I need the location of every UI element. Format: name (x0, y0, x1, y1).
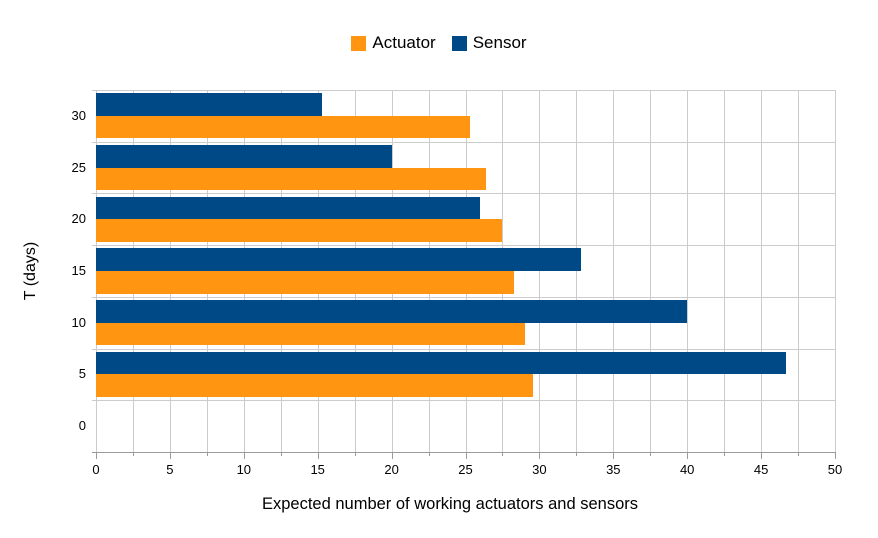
x-major-tick (169, 452, 171, 459)
bar-sensor-25 (96, 144, 392, 168)
x-minor-tick (650, 452, 652, 456)
x-tick-label: 10 (236, 462, 252, 477)
x-axis-line (92, 452, 836, 453)
x-minor-tick (798, 452, 800, 456)
vertical-gridline (650, 90, 652, 452)
vertical-gridline (761, 90, 763, 452)
horizontal-gridline (92, 193, 836, 195)
vertical-gridline (687, 90, 689, 452)
x-major-tick (613, 452, 615, 459)
x-major-tick (687, 452, 689, 459)
bar-sensor-30 (96, 93, 323, 116)
plot-area: 30 25 20 15 10 5 0 0 5 10 15 20 25 30 35 40 45 50 (72, 90, 842, 477)
x-major-tick (243, 452, 245, 459)
horizontal-gridline (92, 245, 836, 247)
x-tick-label: 0 (92, 462, 100, 477)
x-tick-label: 45 (753, 462, 769, 477)
x-tick-label: 15 (310, 462, 325, 477)
category-band-15 (96, 245, 835, 297)
bar-actuator-30 (96, 115, 470, 139)
y-tick-label: 0 (78, 418, 86, 434)
y-tick-label: 15 (71, 263, 86, 278)
x-major-tick (96, 452, 97, 459)
legend-label-actuator: Actuator (372, 33, 436, 52)
bar-actuator-20 (96, 219, 503, 242)
vertical-gridline (576, 90, 578, 452)
x-tick-label: 5 (166, 462, 174, 477)
horizontal-gridline (92, 296, 836, 298)
vertical-gridline (724, 90, 726, 452)
y-tick-label: 20 (71, 211, 86, 227)
sensor-color-swatch (451, 35, 467, 51)
x-major-tick (391, 452, 393, 459)
x-major-tick (761, 452, 763, 459)
x-major-tick (317, 452, 319, 459)
x-major-tick (835, 452, 836, 459)
vertical-gridline (798, 90, 800, 452)
bar-sensor-20 (96, 196, 481, 220)
legend-label-sensor: Sensor (472, 33, 527, 52)
chart-legend: Actuator Sensor (0, 33, 878, 53)
x-axis-title: Expected number of working actuators and… (261, 495, 639, 513)
y-tick-label: 10 (71, 314, 86, 330)
horizontal-gridline (92, 90, 836, 91)
x-minor-tick (576, 452, 578, 456)
bar-sensor-5 (96, 351, 787, 375)
x-minor-tick (206, 452, 208, 456)
horizontal-gridline (92, 348, 836, 350)
horizontal-gridline (92, 400, 836, 402)
category-band-0 (96, 400, 835, 452)
x-minor-tick (132, 452, 134, 456)
y-axis-title: T (days) (22, 241, 39, 301)
vertical-gridline (835, 90, 836, 452)
category-band-20 (96, 193, 835, 245)
x-minor-tick (354, 452, 356, 456)
x-tick-label: 20 (384, 462, 399, 477)
category-band-25 (96, 142, 835, 194)
bar-actuator-5 (96, 374, 534, 397)
bar-sensor-10 (96, 300, 688, 323)
horizontal-gridline (92, 141, 836, 143)
x-tick-label: 50 (827, 462, 843, 477)
category-band-30 (96, 90, 835, 142)
x-major-tick (465, 452, 467, 459)
legend-item-actuator: Actuator (351, 33, 436, 53)
legend-item-sensor: Sensor (451, 33, 527, 53)
x-tick-label: 35 (606, 462, 621, 477)
x-minor-tick (280, 452, 282, 456)
y-tick-label: 30 (71, 107, 86, 123)
vertical-gridline (613, 90, 615, 452)
x-minor-tick (502, 452, 504, 456)
category-band-10 (96, 297, 835, 349)
bar-sensor-15 (96, 248, 581, 271)
x-tick-label: 40 (679, 462, 695, 477)
bar-actuator-25 (96, 167, 487, 191)
bar-actuator-15 (96, 270, 515, 294)
category-band-5 (96, 349, 835, 401)
x-minor-tick (724, 452, 726, 456)
y-tick-label: 25 (71, 159, 86, 175)
x-tick-label: 25 (458, 462, 473, 477)
vertical-gridline (539, 90, 541, 452)
actuator-color-swatch (351, 35, 367, 51)
x-minor-tick (428, 452, 430, 456)
bar-actuator-10 (96, 322, 525, 346)
x-major-tick (539, 452, 541, 459)
x-tick-label: 30 (532, 462, 547, 477)
y-tick-label: 5 (78, 366, 86, 382)
